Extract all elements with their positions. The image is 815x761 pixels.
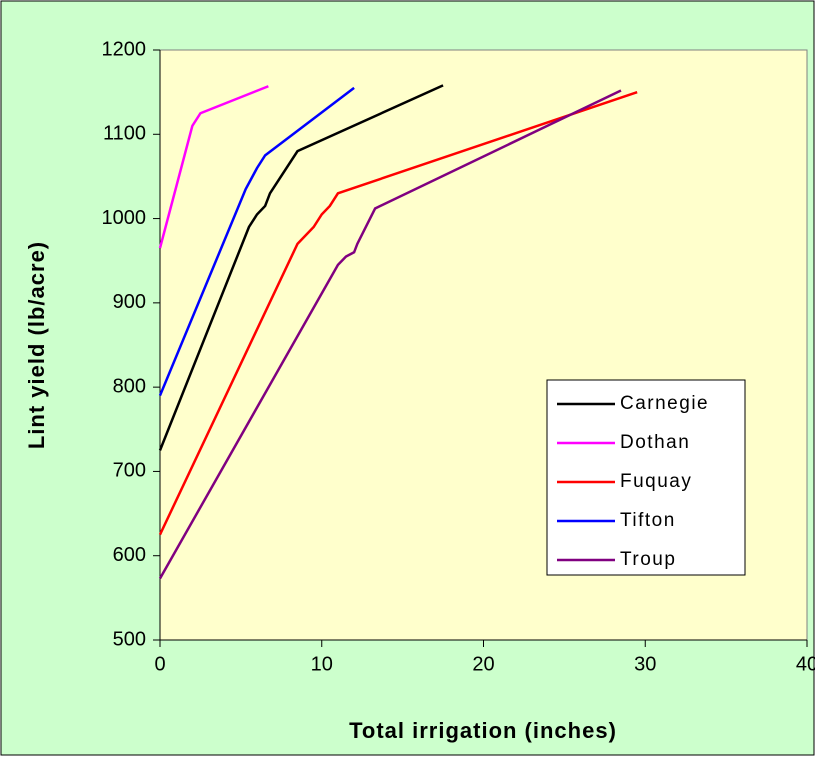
y-tick-label: 600 [113, 544, 146, 566]
x-tick-label: 20 [472, 653, 494, 675]
x-tick-label: 40 [796, 653, 815, 675]
legend-label: Carnegie [620, 393, 709, 414]
y-tick-label: 800 [113, 375, 146, 397]
x-axis-label: Total irrigation (inches) [349, 718, 617, 743]
series-line [158, 85, 269, 249]
legend-label: Tifton [620, 510, 676, 531]
y-tick-label: 900 [113, 291, 146, 313]
x-tick-label: 30 [634, 653, 656, 675]
y-axis-label: Lint yield (lb/acre) [24, 241, 49, 449]
legend-label: Fuquay [620, 471, 692, 492]
y-tick-label: 700 [113, 460, 146, 482]
series-line [158, 86, 355, 397]
y-tick-label: 1200 [102, 38, 147, 60]
legend-label: Dothan [620, 432, 690, 453]
x-tick-label: 10 [311, 653, 333, 675]
legend-label: Troup [620, 549, 676, 570]
series-line [158, 84, 444, 451]
y-tick-label: 1100 [103, 123, 146, 145]
y-tick-label: 1000 [102, 207, 147, 229]
y-tick-label: 500 [113, 628, 146, 650]
x-tick-label: 0 [154, 653, 165, 675]
series-line [158, 89, 622, 580]
legend-box [546, 379, 746, 576]
series-line [158, 90, 638, 536]
